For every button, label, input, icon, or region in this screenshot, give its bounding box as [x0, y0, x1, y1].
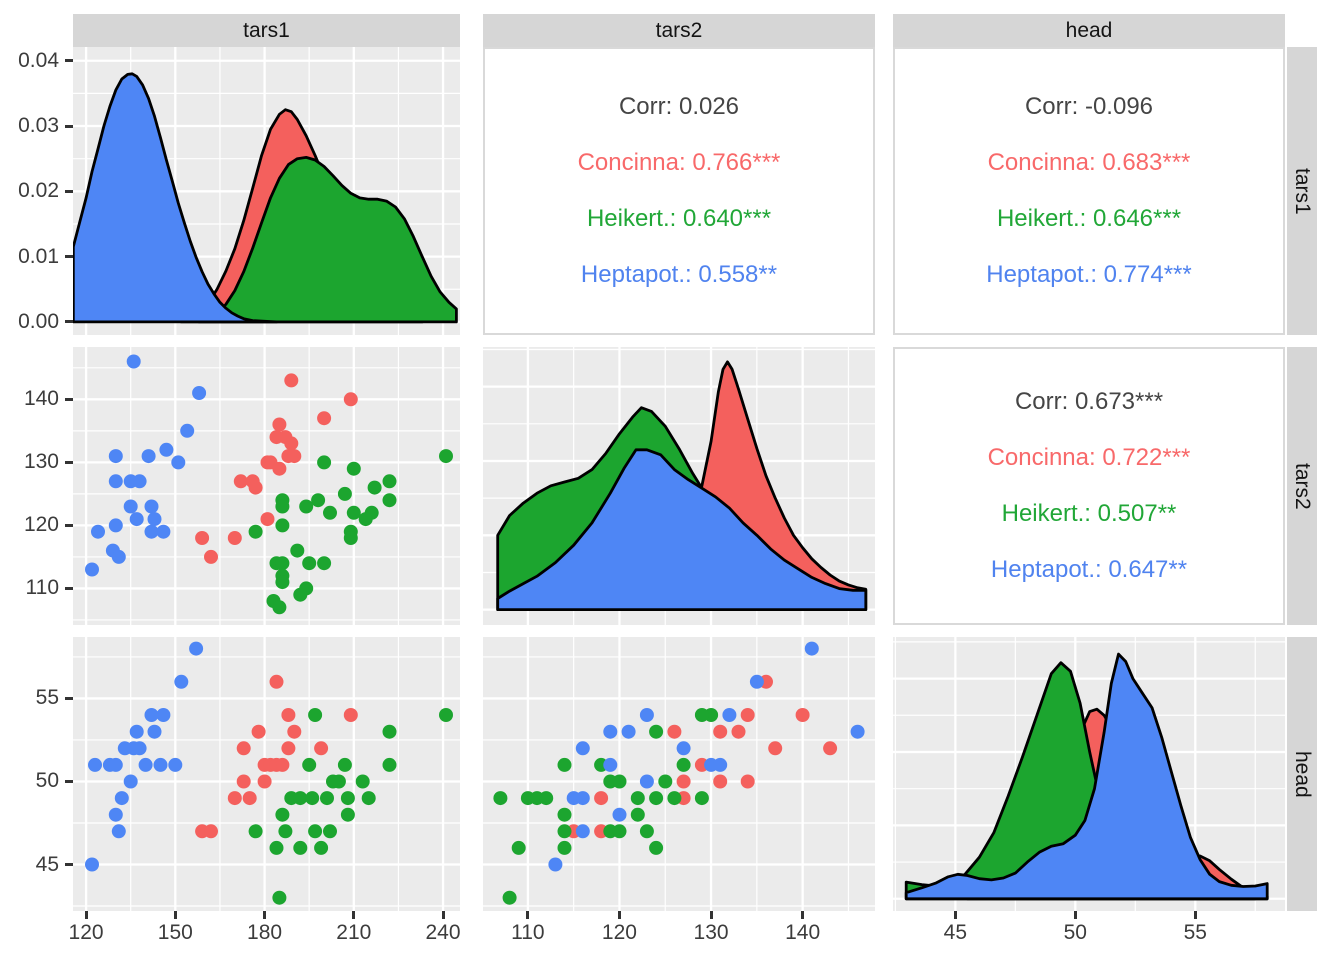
strip-label-right-head: head [1287, 637, 1317, 911]
panel-scatter-tars2-head [483, 637, 875, 911]
axis-tick-mark [709, 911, 713, 919]
strip-label-top-tars2: tars2 [483, 14, 875, 47]
plot-panel-canvas [483, 347, 875, 625]
axis-tick-label: 150 [157, 921, 193, 944]
corr-concinna: Concinna: 0.766*** [577, 149, 781, 176]
axis-tick-label: 50 [1063, 921, 1087, 944]
corr-concinna: Concinna: 0.683*** [987, 149, 1191, 176]
axis-tick-label: 120 [68, 921, 104, 944]
axis-tick-label: 0.00 [18, 309, 59, 333]
axis-tick-mark [65, 320, 73, 324]
axis-tick-mark [352, 911, 356, 919]
axis-tick-mark [65, 397, 73, 401]
axis-tick-mark [65, 779, 73, 783]
axis-tick-mark [65, 124, 73, 128]
corr-heikert: Heikert.: 0.640*** [586, 205, 772, 232]
axis-tick-mark [65, 863, 73, 866]
corr-heikert: Heikert.: 0.507** [1001, 500, 1177, 527]
corr-overall: Corr: -0.096 [1024, 93, 1154, 120]
axis-tick-mark [65, 523, 73, 527]
axis-tick-mark [953, 911, 957, 919]
axis-tick-mark [526, 911, 530, 919]
axis-tick-label: 180 [247, 921, 283, 944]
panel-density-tars2 [483, 347, 875, 625]
axis-tick-mark [84, 911, 88, 919]
axis-tick-label: 0.03 [18, 114, 59, 138]
axis-tick-mark [65, 189, 73, 193]
axis-tick-label: 140 [785, 921, 821, 944]
corr-overall: Corr: 0.026 [618, 93, 740, 120]
axis-tick-mark [65, 59, 73, 63]
strip-label-right-tars1: tars1 [1287, 47, 1317, 335]
axis-tick-label: 120 [601, 921, 637, 944]
panel-scatter-tars1-tars2 [73, 347, 460, 625]
axis-tick-label: 50 [35, 769, 59, 793]
axis-tick-label: 110 [511, 921, 545, 944]
axis-tick-label: 45 [35, 852, 59, 876]
plot-panel-canvas [893, 637, 1285, 911]
axis-tick-label: 210 [336, 921, 372, 944]
strip-label-right-tars2: tars2 [1287, 347, 1317, 625]
corr-heikert: Heikert.: 0.646*** [996, 205, 1182, 232]
axis-tick-mark [801, 911, 805, 919]
axis-tick-mark [1073, 911, 1077, 919]
strip-label-top-head: head [893, 14, 1285, 47]
axis-tick-mark [1193, 911, 1197, 919]
panel-scatter-tars1-head [73, 637, 460, 911]
panel-density-tars1 [73, 47, 460, 335]
axis-tick-label: 0.04 [18, 48, 59, 72]
corr-heptapot: Heptapot.: 0.558** [580, 261, 778, 288]
corr-concinna: Concinna: 0.722*** [987, 444, 1191, 471]
axis-tick-label: 120 [23, 513, 59, 537]
axis-tick-label: 130 [693, 921, 729, 944]
plot-panel-canvas [73, 347, 460, 625]
axis-tick-mark [65, 696, 73, 700]
panel-corr-tars1-tars2: Corr: 0.026 Concinna: 0.766*** Heikert.:… [483, 47, 875, 335]
plot-panel-canvas [73, 637, 460, 911]
axis-tick-label: 45 [943, 921, 968, 944]
axis-tick-label: 55 [1183, 921, 1207, 944]
axis-tick-mark [173, 911, 177, 919]
strip-label-top-tars1: tars1 [73, 14, 460, 47]
axis-tick-mark [441, 911, 445, 919]
axis-tick-mark [65, 255, 73, 259]
axis-tick-label: 55 [35, 686, 59, 710]
axis-tick-label: 0.02 [18, 179, 59, 203]
panel-corr-tars1-head: Corr: -0.096 Concinna: 0.683*** Heikert.… [893, 47, 1285, 335]
axis-tick-label: 130 [23, 450, 59, 474]
axis-tick-mark [617, 911, 621, 919]
axis-tick-label: 0.01 [18, 244, 59, 268]
corr-overall: Corr: 0.673*** [1014, 388, 1164, 415]
axis-tick-label: 240 [425, 921, 461, 944]
corr-heptapot: Heptapot.: 0.774*** [986, 261, 1192, 288]
plot-panel-canvas [483, 637, 875, 911]
axis-tick-label: 110 [25, 576, 59, 600]
axis-tick-label: 140 [23, 387, 59, 411]
axis-tick-mark [263, 911, 267, 919]
axis-tick-mark [65, 460, 73, 464]
panel-corr-tars2-head: Corr: 0.673*** Concinna: 0.722*** Heiker… [893, 347, 1285, 625]
plot-panel-canvas [73, 47, 460, 335]
axis-tick-mark [65, 586, 73, 590]
panel-density-head [893, 637, 1285, 911]
corr-heptapot: Heptapot.: 0.647** [990, 556, 1188, 583]
